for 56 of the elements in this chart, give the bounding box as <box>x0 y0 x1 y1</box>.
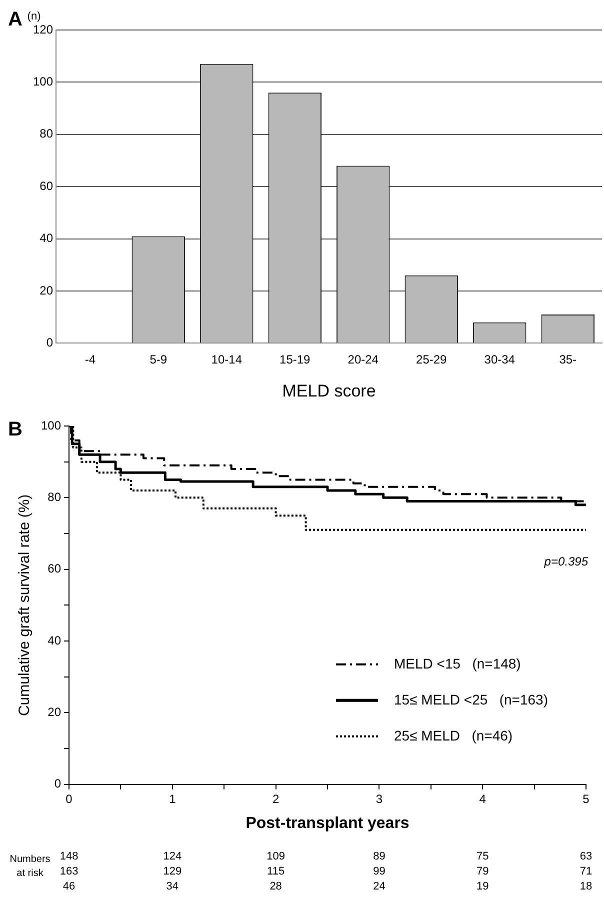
x-tick-label: 25-29 <box>416 352 448 367</box>
x-tick-label: 5-9 <box>150 352 168 367</box>
x-tick-label: 20-24 <box>348 352 379 367</box>
x-tick-label: 15-19 <box>280 352 311 367</box>
legend-label: 15≤ MELD <25 (n=163) <box>394 691 548 708</box>
text: 34 <box>166 880 179 892</box>
text: 71 <box>580 865 592 878</box>
x-tick-label: 2 <box>272 792 280 806</box>
text: 79 <box>476 865 489 878</box>
text: 19 <box>476 880 489 892</box>
y-tick-label: 80 <box>48 490 62 504</box>
x-tick-label: 35- <box>559 352 577 367</box>
x-axis-title: MELD score <box>282 381 376 400</box>
y-tick-label: 100 <box>40 418 62 432</box>
y-tick-label: 0 <box>54 776 62 791</box>
y-tick-label: 40 <box>48 633 62 648</box>
text: A <box>8 8 22 31</box>
x-tick-label: 3 <box>376 792 383 806</box>
y-tick-label: 60 <box>40 178 54 193</box>
text: 46 <box>62 880 76 892</box>
x-tick-label: -4 <box>84 352 96 367</box>
y-tick-label: 0 <box>46 336 54 350</box>
text: 129 <box>163 865 182 878</box>
x-tick-label: 10-14 <box>211 352 242 367</box>
text: 124 <box>163 850 182 862</box>
annotation: p=0.395 <box>543 554 588 569</box>
y-tick-label: 80 <box>40 126 54 141</box>
y-tick-label: 120 <box>32 22 54 36</box>
x-tick-label: 30-34 <box>484 352 516 367</box>
x-tick-label: 0 <box>66 792 73 806</box>
x-tick-label: 4 <box>479 792 486 806</box>
legend-label: 25≤ MELD (n=46) <box>394 727 513 744</box>
text: 99 <box>373 865 386 878</box>
text: 148 <box>60 850 78 862</box>
text: 163 <box>60 865 78 878</box>
x-tick-label: 1 <box>169 792 176 806</box>
text: 115 <box>267 865 285 878</box>
text: 109 <box>266 850 285 862</box>
text: Numbers at risk <box>10 854 50 880</box>
y-tick-label: 20 <box>48 705 62 720</box>
text: 24 <box>373 880 386 892</box>
y-tick-label: 20 <box>40 283 54 298</box>
text: 28 <box>270 880 282 892</box>
text: B <box>8 418 22 441</box>
text: 75 <box>476 850 489 862</box>
y-axis-title: Cumulative graft survival rate (%) <box>16 494 34 716</box>
y-tick-label: 100 <box>32 74 54 89</box>
text: 89 <box>373 850 386 862</box>
y-tick-label: 60 <box>48 562 62 576</box>
x-tick-label: 5 <box>582 792 590 806</box>
text: 18 <box>580 880 592 892</box>
text: 63 <box>580 850 592 862</box>
y-tick-label: 40 <box>40 231 54 246</box>
y-axis-title: (n) <box>27 10 41 23</box>
legend-label: MELD <15 (n=148) <box>394 655 521 672</box>
x-axis-title: Post-transplant years <box>246 814 410 832</box>
